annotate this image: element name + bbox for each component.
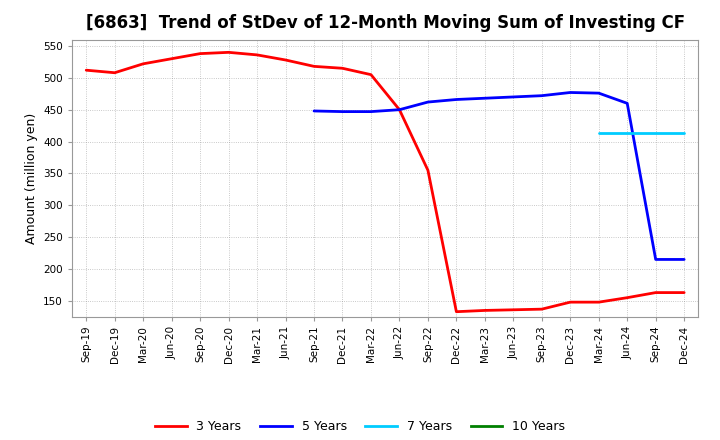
3 Years (509, 307, 518, 312)
3 Years (595, 300, 603, 305)
Line: 5 Years: 5 Years (314, 92, 684, 260)
5 Years (452, 97, 461, 102)
3 Years (196, 51, 204, 56)
3 Years (310, 64, 318, 69)
5 Years (509, 94, 518, 99)
5 Years (566, 90, 575, 95)
3 Years (623, 295, 631, 301)
3 Years (253, 52, 261, 58)
5 Years (366, 109, 375, 114)
3 Years (652, 290, 660, 295)
3 Years (338, 66, 347, 71)
5 Years (480, 95, 489, 101)
5 Years (623, 101, 631, 106)
3 Years (366, 72, 375, 77)
3 Years (480, 308, 489, 313)
3 Years (139, 61, 148, 66)
3 Years (225, 50, 233, 55)
3 Years (680, 290, 688, 295)
3 Years (167, 56, 176, 61)
5 Years (395, 107, 404, 112)
5 Years (310, 108, 318, 114)
3 Years (566, 300, 575, 305)
5 Years (595, 91, 603, 96)
7 Years (623, 131, 631, 136)
5 Years (423, 99, 432, 105)
7 Years (680, 131, 688, 136)
7 Years (652, 131, 660, 136)
3 Years (110, 70, 119, 75)
3 Years (452, 309, 461, 314)
3 Years (282, 57, 290, 62)
Legend: 3 Years, 5 Years, 7 Years, 10 Years: 3 Years, 5 Years, 7 Years, 10 Years (150, 415, 570, 438)
5 Years (338, 109, 347, 114)
5 Years (537, 93, 546, 98)
Title: [6863]  Trend of StDev of 12-Month Moving Sum of Investing CF: [6863] Trend of StDev of 12-Month Moving… (86, 15, 685, 33)
7 Years (595, 131, 603, 136)
3 Years (82, 68, 91, 73)
3 Years (537, 307, 546, 312)
5 Years (680, 257, 688, 262)
Line: 3 Years: 3 Years (86, 52, 684, 312)
5 Years (652, 257, 660, 262)
Y-axis label: Amount (million yen): Amount (million yen) (24, 113, 37, 244)
3 Years (395, 107, 404, 112)
3 Years (423, 168, 432, 173)
